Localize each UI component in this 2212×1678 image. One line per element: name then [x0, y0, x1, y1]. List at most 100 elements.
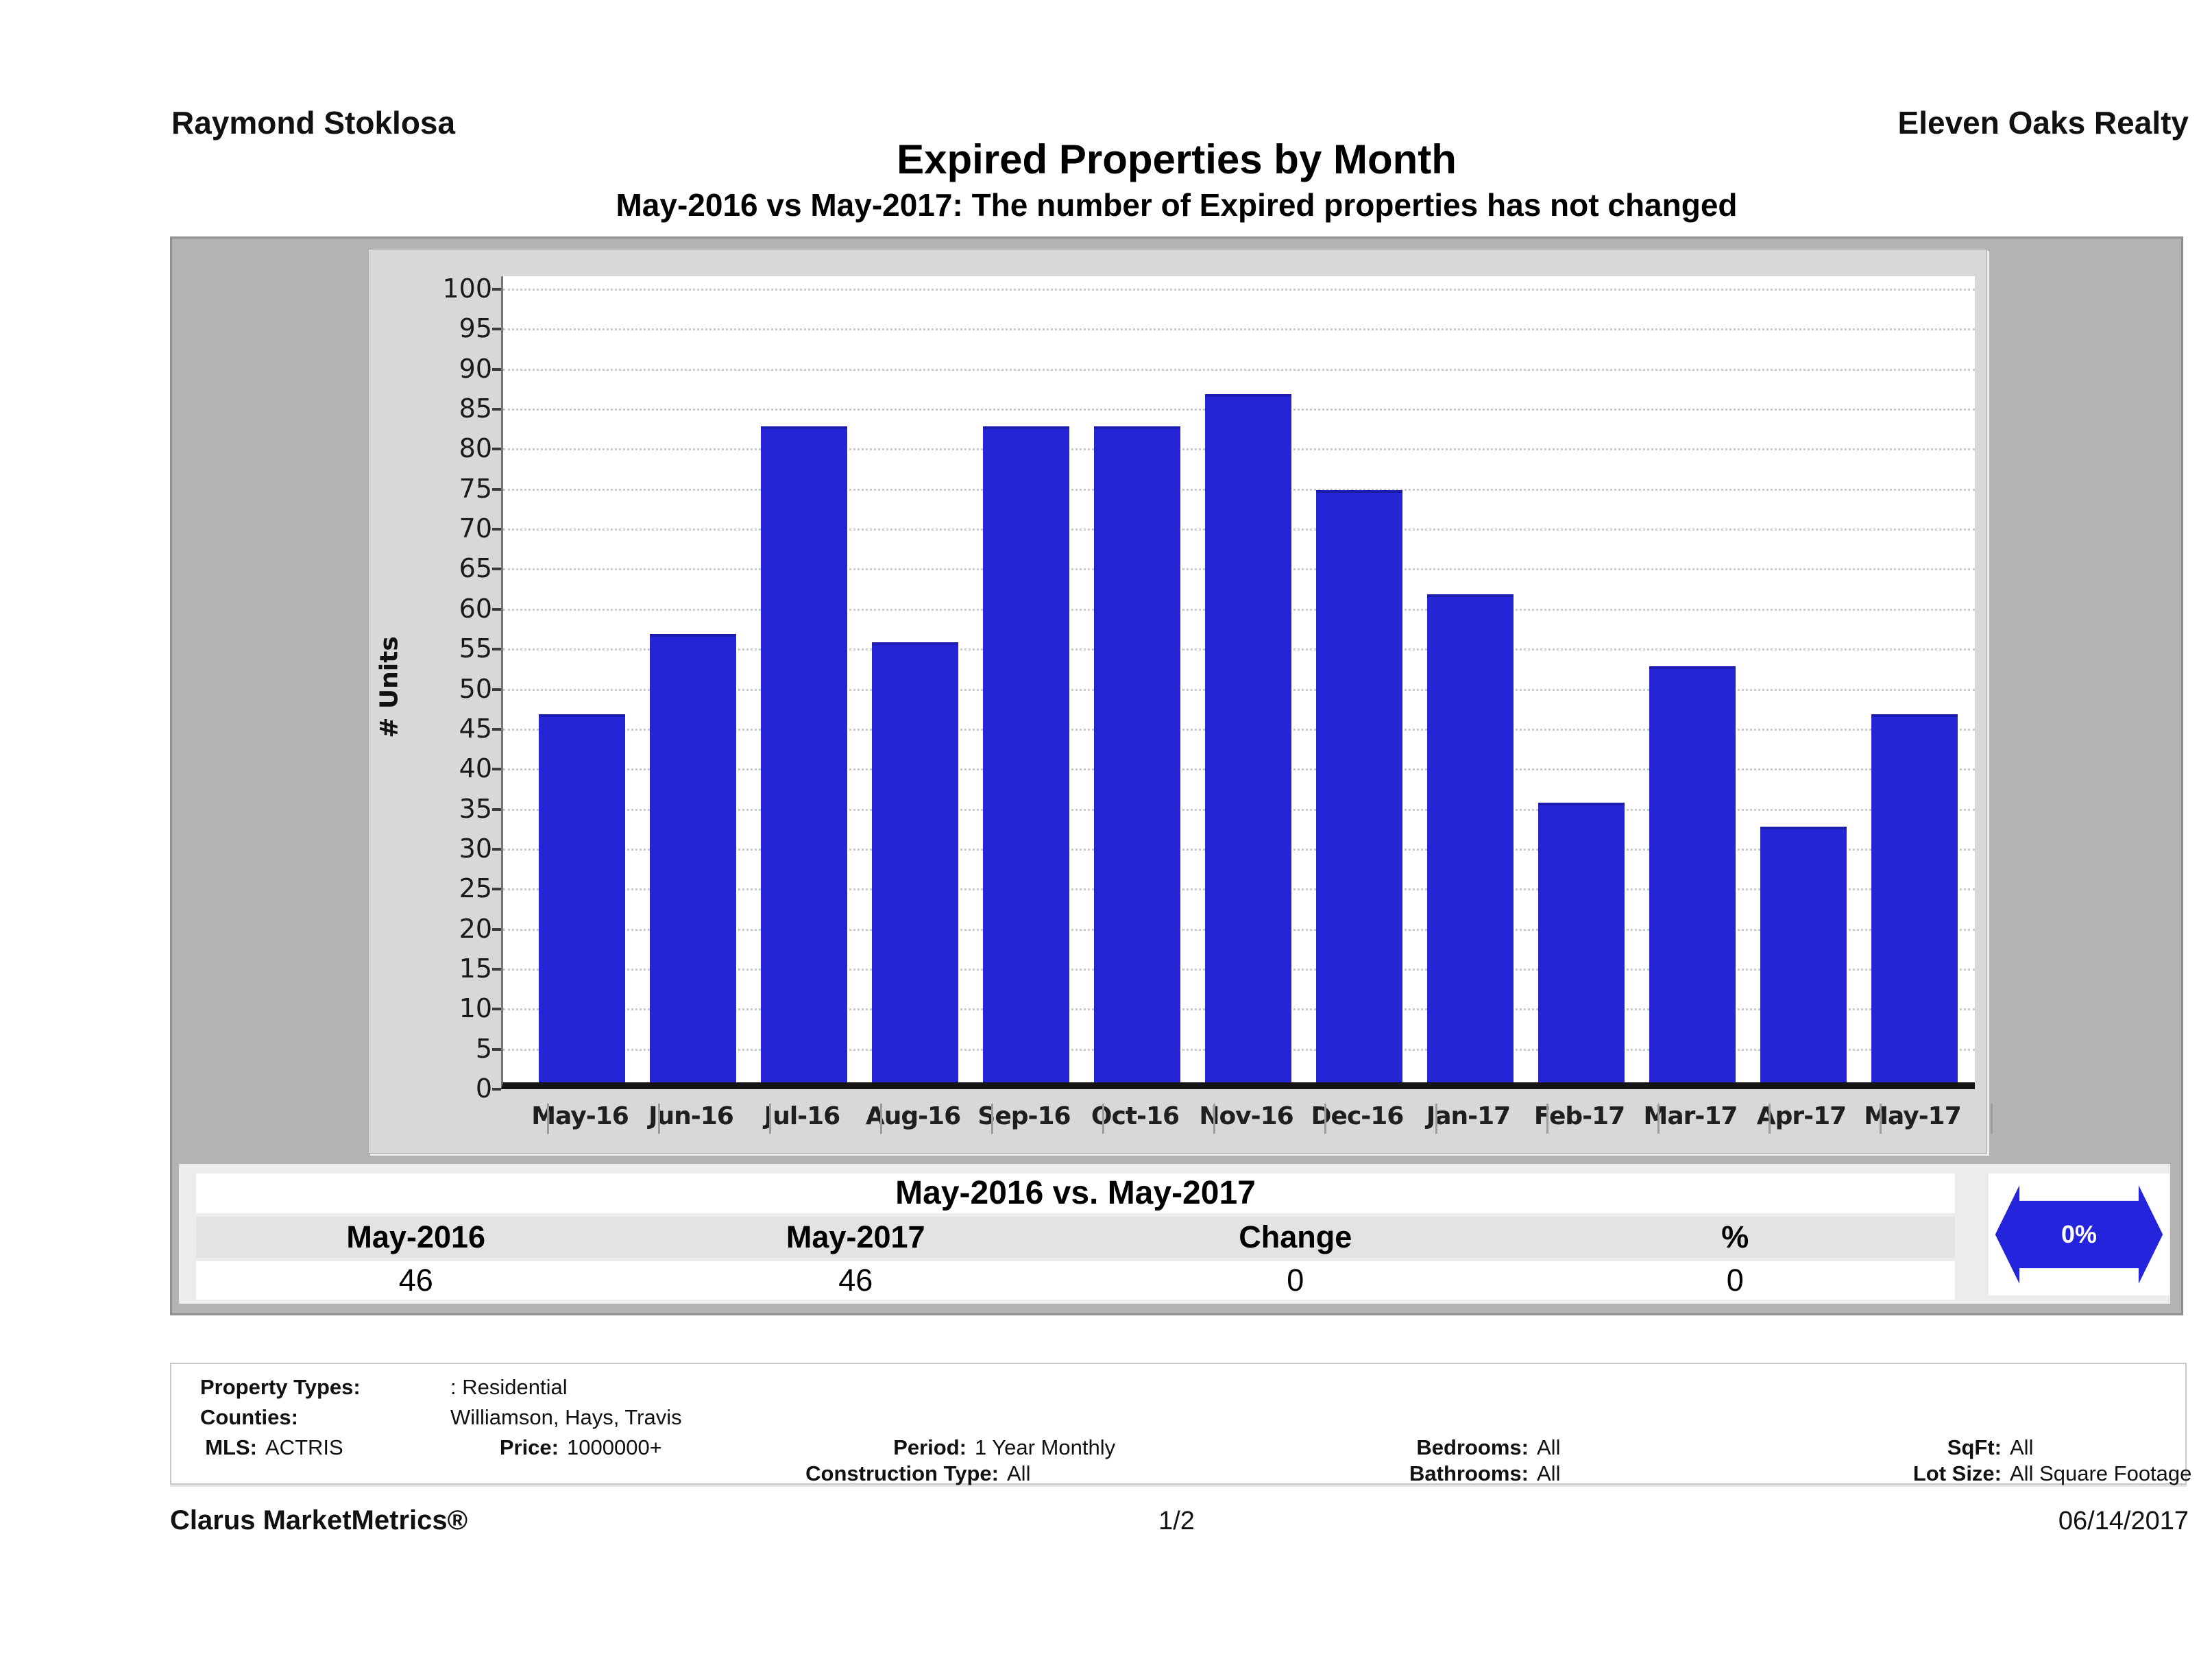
price-value: 1000000+ [567, 1435, 662, 1459]
comparison-table: May-2016 vs. May-2017 May-2016 May-2017 … [196, 1174, 1955, 1300]
x-tick-label: May-16 [531, 1102, 629, 1130]
y-tick-label: 25 [459, 873, 492, 904]
bar-Jun-16 [650, 634, 736, 1082]
y-tick-label: 60 [459, 593, 492, 624]
y-axis-tick-labels: 0 5 10 15 20 25 30 35 40 45 50 55 60 65 70 75 80 85 90 95 10… [369, 273, 492, 1104]
y-tick-label: 35 [459, 793, 492, 824]
bathrooms-label: Bathrooms: [1409, 1461, 1529, 1485]
x-tick-separator [1546, 1104, 1548, 1134]
property-types-label: Property Types: [200, 1375, 361, 1399]
bar-Jan-17 [1427, 594, 1514, 1082]
x-tick-separator [1324, 1104, 1326, 1134]
comparison-header-row: May-2016 May-2017 Change % [196, 1217, 1955, 1258]
company-name: Eleven Oaks Realty [1897, 105, 2189, 141]
x-tick-separator [1657, 1104, 1660, 1134]
y-tick-mark [492, 328, 501, 331]
y-tick-label: 20 [459, 913, 492, 944]
bar-Oct-16 [1094, 426, 1180, 1082]
value-percent: 0 [1726, 1263, 1744, 1298]
y-tick-mark [492, 648, 501, 651]
value-change: 0 [1287, 1263, 1304, 1298]
chart-container: # Units 0 5 10 15 20 25 30 35 40 45 50 55 60 65 70 75 80… [170, 236, 2183, 1315]
period-label: Period: [893, 1435, 967, 1459]
bar-Nov-16 [1205, 394, 1291, 1082]
mls-label: MLS: [205, 1435, 257, 1459]
bar-May-16 [539, 714, 625, 1082]
x-tick-separator [880, 1104, 882, 1134]
x-tick-separator [1880, 1104, 1882, 1134]
col-header-percent: % [1721, 1219, 1749, 1254]
y-tick-label: 65 [459, 553, 492, 584]
x-tick-separator [1991, 1104, 1993, 1134]
y-tick-mark [492, 367, 501, 371]
y-tick-mark [492, 1088, 501, 1091]
page-subtitle: May-2016 vs May-2017: The number of Expi… [616, 187, 1738, 223]
bar-Jul-16 [761, 426, 847, 1082]
property-types-value: : Residential [450, 1375, 568, 1399]
footer-page-number: 1/2 [1158, 1507, 1195, 1535]
col-header-change: Change [1239, 1219, 1352, 1254]
value-may-2017: 46 [838, 1263, 873, 1298]
y-tick-label: 95 [459, 313, 492, 344]
gridline [503, 368, 1975, 371]
sqft-value: All [2010, 1435, 2034, 1459]
y-tick-mark [492, 408, 501, 411]
counties-label: Counties: [200, 1405, 298, 1429]
footer-brand: Clarus MarketMetrics® [170, 1505, 468, 1535]
y-tick-label: 80 [459, 433, 492, 464]
gridline [503, 328, 1975, 331]
y-tick-mark [492, 967, 501, 971]
comparison-title: May-2016 vs. May-2017 [196, 1174, 1955, 1213]
period-value: 1 Year Monthly [975, 1435, 1116, 1459]
x-tick-label: May-17 [1864, 1102, 1962, 1130]
footer-date: 06/14/2017 [2058, 1507, 2189, 1535]
y-tick-mark [492, 487, 501, 491]
x-tick-label: Mar-17 [1643, 1102, 1738, 1130]
lot-size-label: Lot Size: [1912, 1461, 2002, 1485]
col-header-may-2016: May-2016 [346, 1219, 486, 1254]
bar-Sep-16 [983, 426, 1069, 1082]
bar-Aug-16 [872, 642, 958, 1082]
price-label: Price: [499, 1435, 559, 1459]
y-tick-label: 15 [459, 953, 492, 984]
bar-Dec-16 [1316, 490, 1402, 1082]
y-tick-label: 10 [459, 993, 492, 1024]
sqft-label: SqFt: [1947, 1435, 2002, 1459]
x-axis-tick-labels: May-16 Jun-16 Jul-16 Aug-16 Sep-16 Oct-16 Nov-… [524, 1102, 1968, 1138]
x-tick-label: Aug-16 [865, 1102, 961, 1130]
comparison-section: May-2016 vs. May-2017 May-2016 May-2017 … [179, 1164, 2170, 1304]
bar-Feb-17 [1538, 803, 1625, 1082]
y-tick-label: 45 [459, 713, 492, 744]
plot-area [492, 276, 1975, 1091]
y-tick-label: 30 [459, 833, 492, 864]
construction-type-label: Construction Type: [805, 1461, 999, 1485]
comparison-value-row: 46 46 0 0 [196, 1261, 1955, 1300]
change-indicator-card: 0% [1989, 1174, 2170, 1296]
y-tick-mark [492, 727, 501, 731]
bathrooms-value: All [1537, 1461, 1561, 1485]
bedrooms-value: All [1537, 1435, 1561, 1459]
filters-box: Property Types: : Residential Counties: … [170, 1363, 2191, 1485]
y-tick-mark [492, 888, 501, 891]
y-tick-label: 5 [475, 1033, 492, 1064]
x-tick-separator [658, 1104, 660, 1134]
x-tick-label: Jan-17 [1426, 1102, 1511, 1130]
change-percent-label: 0% [2061, 1220, 2098, 1248]
y-tick-mark [492, 1008, 501, 1011]
bar-Apr-17 [1760, 827, 1847, 1082]
x-tick-label: Feb-17 [1533, 1102, 1625, 1130]
y-tick-label: 85 [459, 393, 492, 424]
x-tick-label: Oct-16 [1091, 1102, 1180, 1130]
y-tick-label: 0 [475, 1073, 492, 1104]
x-tick-label: Jun-16 [648, 1102, 734, 1130]
y-tick-label: 70 [459, 513, 492, 544]
lot-size-value: All Square Footage [2010, 1461, 2192, 1485]
value-may-2016: 46 [398, 1263, 433, 1298]
no-change-arrow-icon [1995, 1185, 2163, 1284]
y-tick-mark [492, 568, 501, 571]
bar-May-17 [1871, 714, 1958, 1082]
agent-name: Raymond Stoklosa [171, 105, 456, 141]
y-tick-label: 50 [459, 673, 492, 704]
x-tick-label: Jul-16 [764, 1102, 840, 1130]
gridline [503, 289, 1975, 291]
